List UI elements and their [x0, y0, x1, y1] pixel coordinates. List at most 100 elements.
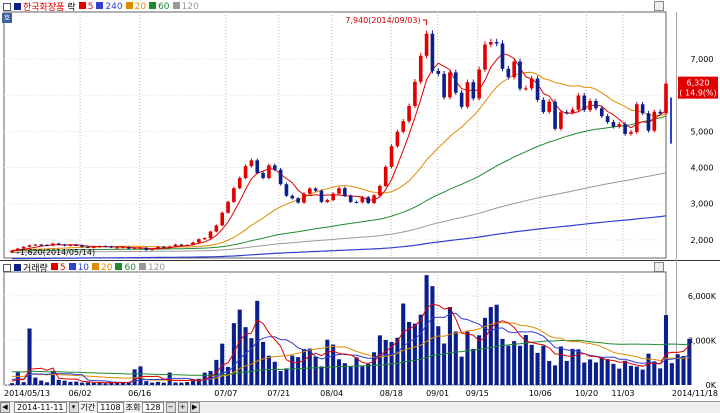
volume-bar — [27, 328, 32, 385]
ma-label[interactable]: 240 — [105, 1, 123, 12]
candle-body — [418, 55, 423, 82]
volume-bar — [623, 360, 628, 385]
ma-swatch — [125, 1, 133, 9]
volume-bar — [208, 371, 213, 385]
candle-body — [185, 244, 189, 246]
y-tick-label: 5,000 — [691, 127, 714, 136]
volume-bar — [377, 335, 382, 385]
candle-body — [39, 244, 44, 246]
panel-settings-icon[interactable] — [654, 1, 664, 11]
ma-label[interactable]: 5 — [87, 1, 94, 12]
price-plot-frame — [3, 11, 667, 259]
ma-swatch — [115, 262, 123, 270]
candle-body — [506, 68, 511, 78]
candle-body — [144, 247, 149, 251]
period-label: 기간 — [80, 403, 96, 412]
ma20-line — [11, 71, 667, 251]
volume-bar — [138, 366, 143, 385]
candle-body — [138, 247, 143, 249]
volume-bar — [39, 380, 44, 385]
ma-label[interactable]: 20 — [134, 1, 147, 12]
candle-body — [313, 188, 318, 191]
series-color-swatch — [14, 3, 21, 10]
ma-swatch — [92, 262, 100, 270]
candle-body — [559, 112, 563, 129]
y-tick-label: 6,000K — [688, 292, 717, 301]
volume-bar — [459, 356, 464, 385]
ma-label[interactable]: 5 — [59, 262, 66, 273]
volume-bar — [80, 382, 85, 385]
candle-body — [518, 61, 522, 89]
volume-bar — [366, 363, 371, 385]
volume-bar — [482, 317, 488, 385]
volume-bar — [652, 361, 657, 385]
volume-bar — [120, 382, 125, 385]
candle-body — [62, 244, 67, 246]
volume-ma60-line — [12, 339, 690, 376]
volume-name[interactable]: 거래량 — [23, 264, 48, 274]
y-tick-label: 3,000K — [688, 336, 717, 345]
candle-body — [629, 132, 633, 134]
ma-label[interactable]: 20 — [101, 262, 113, 273]
candle-body — [483, 44, 487, 70]
volume-bar — [430, 286, 435, 385]
volume-bar — [325, 339, 330, 385]
candle-body — [74, 244, 79, 246]
volume-bar — [407, 321, 412, 385]
volume-bar — [179, 382, 184, 385]
current-price-box — [678, 76, 718, 99]
dropdown-icon[interactable]: ▾ — [68, 402, 79, 413]
candle-body — [307, 188, 312, 194]
volume-bar — [477, 335, 482, 385]
volume-bar — [465, 331, 470, 385]
candle-body — [570, 109, 575, 113]
volume-bar — [383, 339, 388, 385]
candle-body — [97, 246, 102, 248]
volume-bar — [570, 348, 575, 385]
volume-bar — [336, 359, 342, 385]
volume-bar — [547, 361, 552, 385]
candle-body — [354, 201, 359, 203]
ma-label[interactable]: 60 — [124, 262, 136, 273]
zoom-in-icon[interactable]: + — [177, 402, 188, 413]
ma-label[interactable]: 120 — [181, 1, 199, 12]
candle-body — [413, 81, 417, 107]
volume-bar — [155, 381, 161, 385]
scroll-left-icon[interactable]: ◀ — [0, 402, 10, 413]
chart-type-label: 락 — [67, 3, 76, 13]
volume-bar — [237, 309, 242, 385]
fl-icon[interactable]: 호 — [2, 13, 12, 23]
volume-bar — [634, 366, 639, 385]
candle-body — [407, 106, 411, 122]
volume-bar — [611, 363, 616, 385]
ma-label[interactable]: 60 — [158, 1, 170, 12]
ma-label[interactable]: 10 — [77, 262, 90, 273]
collapse-icon[interactable] — [3, 2, 11, 11]
count-field[interactable]: 128 — [142, 402, 164, 413]
period-field[interactable]: 1108 — [97, 402, 124, 413]
candle-body — [255, 160, 260, 173]
x-tick-label: 2014/05/13 — [4, 389, 50, 398]
candle-body — [547, 101, 552, 112]
volume-bar — [9, 383, 15, 385]
scroll-right-icon[interactable]: ▶ — [189, 402, 200, 413]
ma-label[interactable]: 120 — [147, 262, 166, 273]
candle-body — [179, 244, 184, 246]
collapse-icon[interactable] — [3, 263, 11, 272]
stock-name[interactable]: 한국화장품 — [23, 3, 65, 13]
volume-bar — [85, 382, 90, 385]
candle-body — [617, 124, 622, 127]
zoom-out-icon[interactable]: − — [165, 402, 176, 413]
candle-body — [395, 131, 400, 147]
ma5-line — [11, 53, 667, 252]
x-tick-label: 2014/11/18 — [672, 389, 718, 398]
volume-bar — [109, 381, 114, 385]
volume-bar — [132, 369, 137, 385]
volume-bar — [272, 361, 277, 385]
lookup-label: 조회 — [125, 403, 141, 412]
volume-bar — [418, 314, 423, 385]
volume-bar — [681, 356, 686, 385]
start-date-field[interactable]: 2014-11-11 — [14, 402, 67, 413]
candle-body — [302, 193, 306, 203]
